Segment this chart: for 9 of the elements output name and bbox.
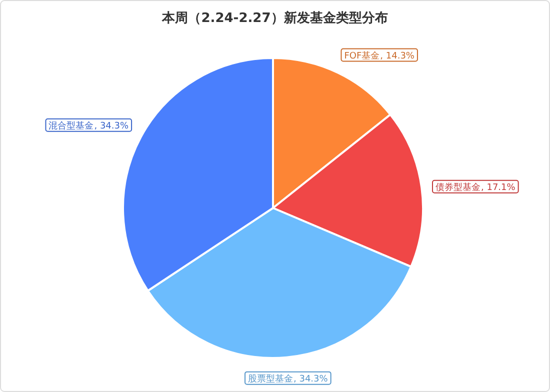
slice-label: FOF基金 — [344, 50, 380, 62]
chart-title: 本周（2.24-2.27）新发基金类型分布 — [161, 10, 388, 26]
data-label: , 34.3% — [94, 121, 129, 132]
slice-label: 混合型基金 — [48, 120, 94, 132]
slice-label: 股票型基金 — [248, 373, 294, 384]
data-label: , 34.3% — [294, 374, 328, 384]
slice-label: 债券型基金 — [436, 182, 481, 193]
data-label: , 17.1% — [481, 182, 516, 193]
data-label: , 14.3% — [380, 51, 415, 62]
